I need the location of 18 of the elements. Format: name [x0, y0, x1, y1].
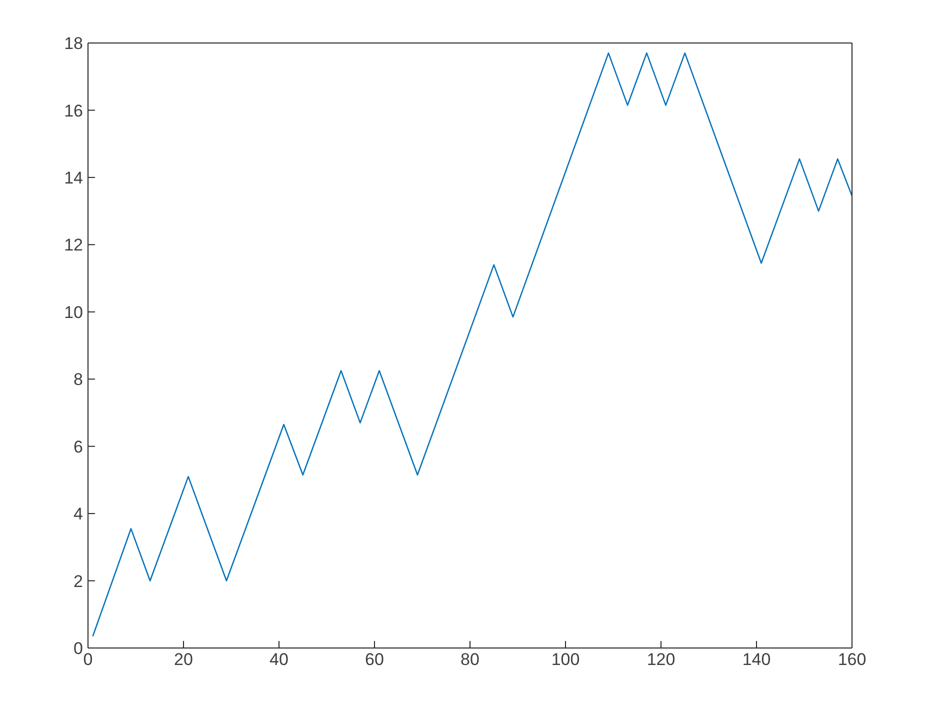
line-series [92, 52, 852, 637]
y-tick-label: 4 [74, 504, 83, 524]
x-tick-label: 60 [365, 650, 384, 670]
x-tick-label: 100 [551, 650, 580, 670]
x-tick-label: 40 [270, 650, 288, 670]
y-tick-label: 6 [74, 437, 83, 456]
y-tick-label: 16 [64, 101, 83, 120]
x-tick-label: 160 [838, 650, 866, 670]
y-tick-label: 12 [64, 236, 83, 255]
x-tick-label: 120 [646, 650, 676, 670]
x-tick-label: 140 [742, 650, 771, 670]
x-tick-label: 80 [460, 650, 480, 670]
y-tick-label: 2 [74, 572, 83, 591]
x-tick-label: 20 [174, 650, 193, 670]
y-tick-label: 10 [64, 302, 83, 322]
y-tick-label: 18 [64, 34, 83, 54]
y-tick-label: 14 [64, 168, 83, 188]
y-tick-label: 8 [74, 370, 83, 390]
